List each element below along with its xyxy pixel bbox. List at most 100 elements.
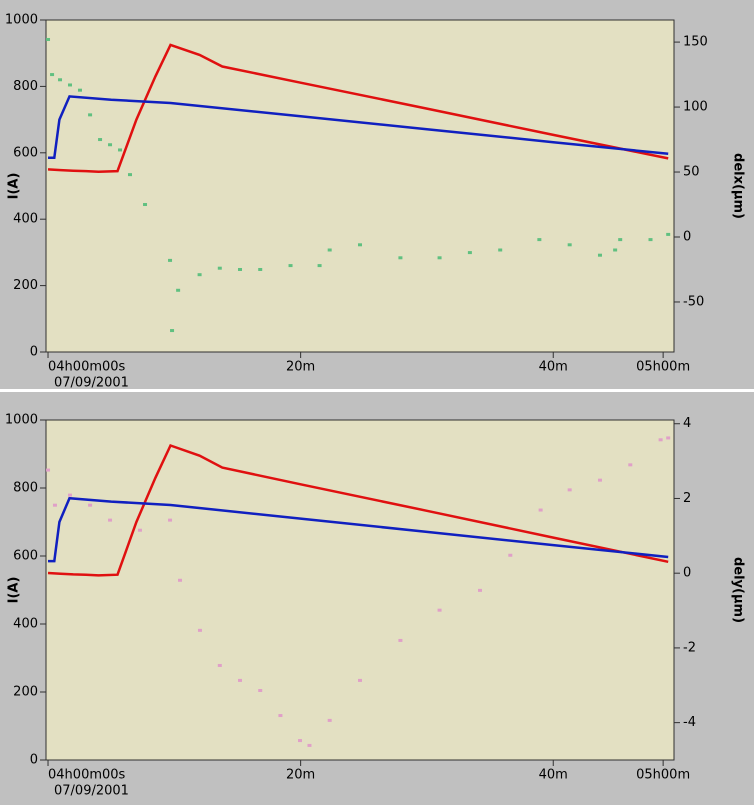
series-dot: [258, 689, 263, 693]
series-dot: [118, 148, 123, 152]
series-dot: [88, 503, 93, 507]
date-label: 07/09/2001: [54, 376, 129, 391]
series-dot: [298, 739, 303, 743]
series-dot: [143, 203, 148, 207]
series-dot: [317, 264, 322, 268]
series-dot: [666, 436, 671, 440]
series-dot: [58, 78, 63, 82]
series-dot: [288, 264, 293, 268]
y-tick-label: 200: [13, 685, 38, 700]
y-tick-label: 400: [13, 212, 38, 227]
series-line: [48, 95, 669, 160]
series-dot: [327, 248, 332, 252]
series-dot: [238, 267, 243, 271]
y-tick-label: 400: [13, 617, 38, 632]
x-tick-label: 04h00m00s: [48, 768, 126, 783]
series-dot: [217, 266, 222, 270]
series-dot: [398, 638, 403, 642]
series-dot: [618, 238, 623, 242]
series-dot: [98, 138, 103, 142]
x-tick-label: 20m: [286, 360, 315, 375]
series-dot: [628, 463, 633, 467]
series-dot: [437, 608, 442, 612]
series-dot: [398, 256, 403, 260]
x-tick-label: 40m: [539, 768, 568, 783]
series-dot: [46, 468, 51, 472]
date-label: 07/09/2001: [54, 784, 129, 799]
series-dot: [597, 478, 602, 482]
x-tick-label: 05h00m: [636, 360, 690, 375]
series-dot: [467, 251, 472, 255]
series-dot: [52, 503, 57, 507]
series-dot: [168, 518, 173, 522]
y-tick-label: 600: [13, 145, 38, 160]
series-dot: [538, 508, 543, 512]
y2-tick-label: 2: [683, 491, 691, 506]
y2-tick-label: 4: [683, 416, 691, 431]
series-dot: [327, 718, 332, 722]
series-dot: [666, 232, 671, 236]
series-dot: [537, 238, 542, 242]
y2-tick-label: -4: [683, 715, 696, 730]
series-dot: [358, 243, 362, 247]
series-dot: [567, 488, 572, 492]
series-dot: [178, 578, 183, 582]
series-dot: [613, 248, 618, 252]
series-dot: [176, 288, 181, 292]
series-dot: [168, 258, 173, 262]
series-dot: [46, 37, 51, 41]
series-dot: [307, 743, 312, 747]
series-dot: [648, 238, 653, 242]
x-tick-label: 20m: [286, 768, 315, 783]
series-dot: [567, 243, 572, 247]
series-dot: [498, 248, 503, 252]
series-dot: [437, 256, 442, 260]
series-dot: [50, 73, 55, 77]
series-dot: [197, 273, 202, 277]
series-dot: [477, 588, 482, 592]
x-tick-label: 04h00m00s: [48, 360, 126, 375]
y2-axis-label: dely(μm): [731, 557, 746, 623]
series-dot: [238, 678, 243, 682]
plot-area: [45, 19, 675, 353]
series-dot: [197, 628, 202, 632]
series-dot: [137, 528, 142, 532]
y2-tick-label: 0: [683, 230, 691, 245]
series-dot: [217, 663, 222, 667]
y-tick-label: 1000: [5, 413, 38, 428]
series-line: [48, 496, 669, 563]
series-line: [47, 43, 669, 173]
series-dot: [508, 553, 513, 557]
y-tick-label: 600: [13, 549, 38, 564]
y-tick-label: 0: [30, 753, 38, 768]
series-dot: [67, 493, 72, 497]
y-tick-label: 200: [13, 278, 38, 293]
series-dot: [278, 714, 283, 718]
series-dot: [170, 329, 175, 333]
series-dot: [658, 438, 663, 442]
series-dot: [77, 88, 82, 92]
x-tick-label: 40m: [539, 360, 568, 375]
y2-tick-label: 150: [683, 35, 708, 50]
y-tick-label: 800: [13, 79, 38, 94]
plot-area: [45, 419, 675, 761]
series-dot: [258, 267, 263, 271]
series-dot: [88, 113, 93, 117]
y-tick-label: 800: [13, 481, 38, 496]
y2-tick-label: 0: [683, 566, 691, 581]
series-line: [47, 443, 669, 577]
y2-tick-label: -2: [683, 640, 696, 655]
y-tick-label: 0: [30, 345, 38, 360]
y2-tick-label: -50: [683, 294, 704, 309]
series-dot: [67, 83, 72, 87]
y2-tick-label: 100: [683, 100, 708, 115]
series-dot: [127, 173, 132, 177]
x-tick-label: 05h00m: [636, 768, 690, 783]
separator: [0, 389, 754, 392]
series-dot: [108, 518, 113, 522]
y-axis-label: I(A): [7, 577, 22, 604]
series-dot: [597, 253, 602, 257]
y2-axis-label: delx(μm): [731, 153, 746, 219]
series-dot: [358, 678, 362, 682]
